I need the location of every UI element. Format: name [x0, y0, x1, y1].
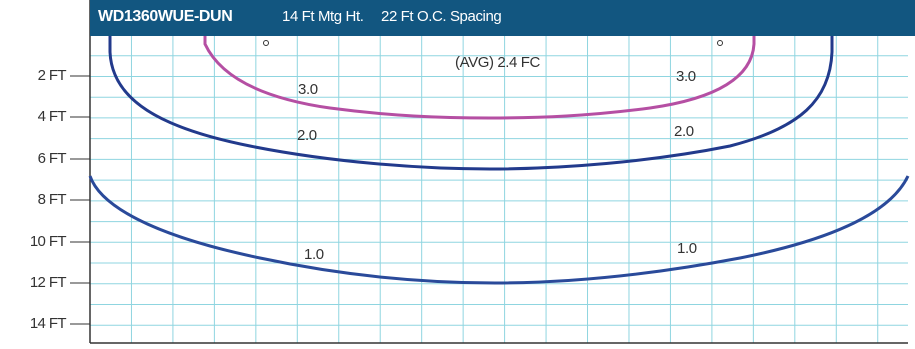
model-number: WD1360WUE-DUN [98, 8, 233, 25]
y-label-12ft: 12 FT [29, 274, 67, 291]
contour-1-0 [88, 175, 910, 285]
spacing-label: 22 Ft O.C. Spacing [381, 8, 502, 25]
y-label-8ft: 8 FT [37, 191, 67, 208]
contour-label-2-0-right: 2.0 [674, 123, 694, 140]
mounting-height: 14 Ft Mtg Ht. [282, 8, 364, 25]
fixture-marker-right [717, 40, 723, 46]
contour-label-3-0-left: 3.0 [298, 81, 318, 98]
contour-label-1-0-right: 1.0 [677, 240, 697, 257]
average-label: (AVG) 2.4 FC [455, 54, 540, 71]
y-label-14ft: 14 FT [29, 315, 67, 332]
contour-label-3-0-right: 3.0 [676, 68, 696, 85]
y-label-10ft: 10 FT [29, 233, 67, 250]
contour-3-0 [203, 36, 756, 120]
contour-label-1-0-left: 1.0 [304, 246, 324, 263]
y-label-2ft: 2 FT [37, 67, 67, 84]
contour-2-0 [108, 36, 834, 171]
y-label-4ft: 4 FT [37, 108, 67, 125]
contour-label-2-0-left: 2.0 [297, 127, 317, 144]
fixture-marker-left [263, 40, 269, 46]
y-label-6ft: 6 FT [37, 150, 67, 167]
header-band [90, 0, 915, 36]
